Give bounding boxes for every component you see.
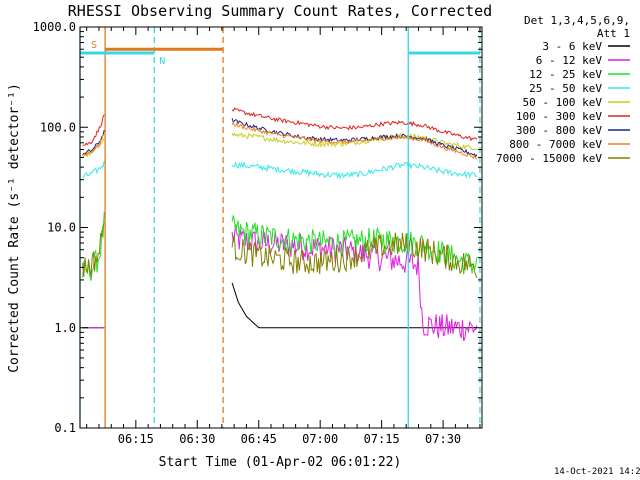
generated-timestamp: 14-Oct-2021 14:21 xyxy=(554,467,640,477)
legend-entry-label-2: 6 - 12 keV xyxy=(536,54,603,67)
legend-entry-label-9: 7000 - 15000 keV xyxy=(496,152,602,165)
legend-entry-label-8: 800 - 7000 keV xyxy=(509,138,602,151)
x-tick-label-0: 06:15 xyxy=(118,432,154,446)
x-tick-label-1: 06:30 xyxy=(179,432,215,446)
y-tick-label-2: 10.0 xyxy=(47,221,76,235)
flag-label-N: N xyxy=(159,56,165,67)
legend-entry-label-3: 12 - 25 keV xyxy=(529,68,602,81)
y-tick-label-4: 1000.0 xyxy=(33,20,76,34)
data-layer xyxy=(82,107,478,342)
series-6 xyxy=(82,107,478,146)
legend-entry-label-1: 3 - 6 keV xyxy=(542,40,602,53)
series-1-segment-2 xyxy=(231,282,477,329)
x-tick-label-3: 07:00 xyxy=(302,432,338,446)
legend-entry-label-6: 100 - 300 keV xyxy=(516,110,602,123)
legend-entry-label-7: 300 - 800 keV xyxy=(516,124,602,137)
series-6-segment-2 xyxy=(231,107,478,142)
y-axis-label: Corrected Count Rate (s⁻¹ detector⁻¹) xyxy=(7,83,22,373)
x-tick-label-4: 07:15 xyxy=(364,432,400,446)
series-4-segment-2 xyxy=(231,160,477,180)
series-3-segment-2 xyxy=(231,215,478,275)
series-4-segment-1 xyxy=(82,160,105,178)
series-5-segment-2 xyxy=(231,132,478,151)
axis-layer: 0.1 1.0 10.0 100.0 1000.0 06:15 06:30 06:45 07:0… xyxy=(33,20,483,446)
x-tick-label-2: 06:45 xyxy=(241,432,277,446)
y-tick-label-1: 1.0 xyxy=(54,321,76,335)
series-8 xyxy=(82,120,478,160)
y-tick-label-3: 100.0 xyxy=(40,120,76,134)
series-7-segment-2 xyxy=(231,118,478,158)
series-4 xyxy=(82,160,477,180)
y-tick-label-0: 0.1 xyxy=(54,421,76,435)
flag-label-S: S xyxy=(91,40,97,51)
series-9-segment-1 xyxy=(82,223,105,277)
series-8-segment-2 xyxy=(231,120,478,160)
series-9 xyxy=(82,223,478,279)
series-9-segment-2 xyxy=(231,232,478,279)
legend-header-1: Det 1,3,4,5,6,9, xyxy=(524,14,630,27)
legend-header-2: Att 1 xyxy=(597,27,630,40)
chart-title: RHESSI Observing Summary Count Rates, Co… xyxy=(68,2,492,20)
legend-entry-label-4: 25 - 50 keV xyxy=(529,82,602,95)
series-6-segment-1 xyxy=(82,114,105,146)
x-tick-label-5: 07:30 xyxy=(425,432,461,446)
x-axis-label: Start Time (01-Apr-02 06:01:22) xyxy=(159,455,402,470)
series-8-segment-1 xyxy=(82,134,105,157)
legend-entry-label-5: 50 - 100 keV xyxy=(523,96,603,109)
